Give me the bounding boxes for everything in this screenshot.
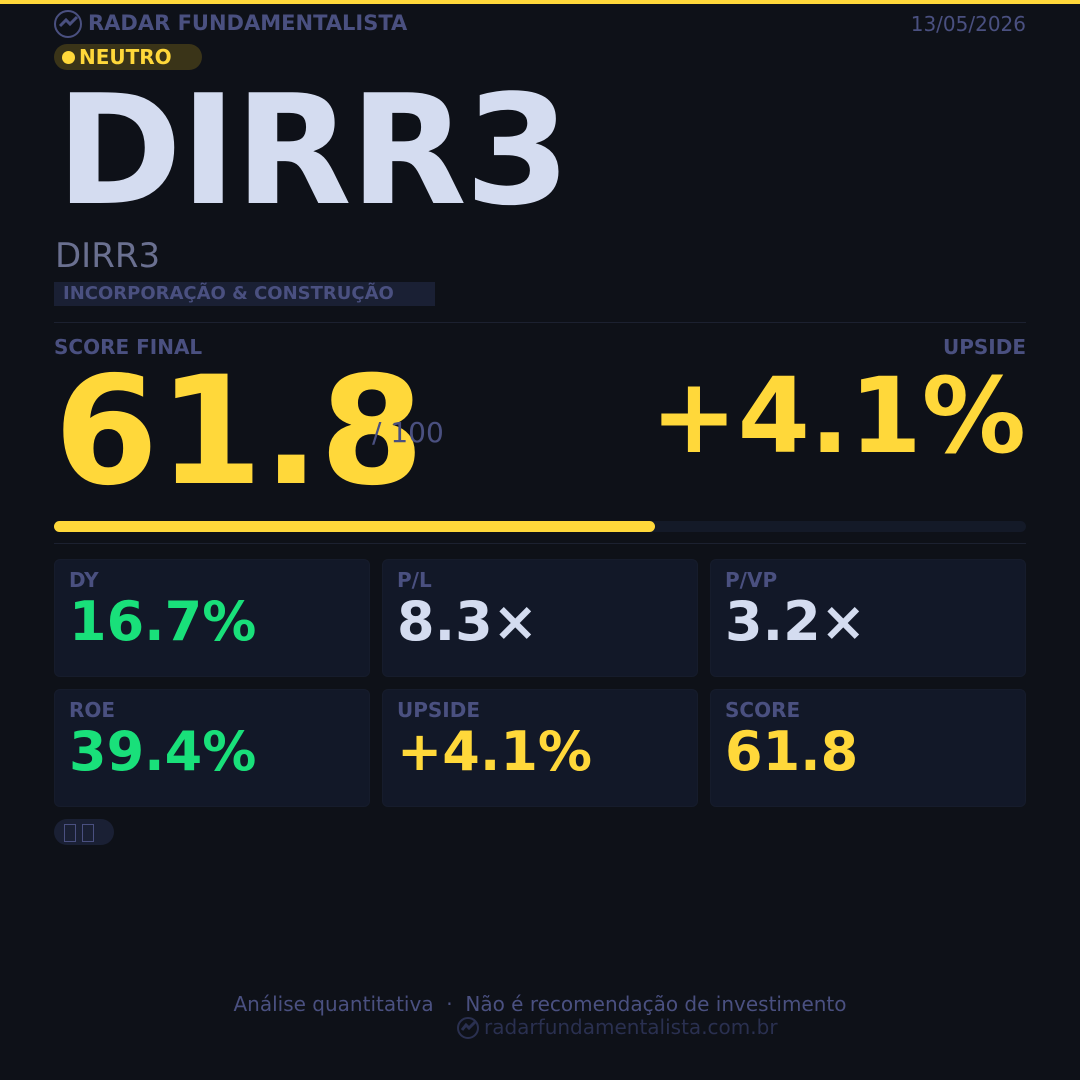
- score-bar: [54, 521, 655, 532]
- metric-label: SCORE: [725, 698, 801, 722]
- sector: INCORPORAÇÃO & CONSTRUÇÃO: [54, 282, 435, 306]
- metric-card: ROE 39.4%: [54, 689, 370, 807]
- ticker: DIRR3: [56, 62, 571, 239]
- badge-text: NEUTRO: [79, 45, 172, 69]
- score-value: 61.8: [54, 345, 425, 519]
- metric-card: SCORE 61.8: [710, 689, 1026, 807]
- top-bar: [0, 0, 1080, 4]
- site: radarfundamentalista.com.br: [484, 1015, 778, 1039]
- metric-card: P/L 8.3×: [382, 559, 698, 677]
- divider: [54, 322, 1026, 323]
- metric-label: UPSIDE: [397, 698, 481, 722]
- upside-value: +4.1%: [650, 355, 1026, 477]
- score-track: [54, 521, 1026, 532]
- divider: [54, 543, 1026, 544]
- metric-label: P/VP: [725, 568, 778, 592]
- upside-label: UPSIDE: [942, 335, 1026, 359]
- disclaimer: Análise quantitativa · Não é recomendaçã…: [233, 992, 847, 1016]
- score-max: / 100: [372, 416, 444, 449]
- badge: NEUTRO: [54, 44, 202, 70]
- date: 13/05/2026: [910, 12, 1026, 36]
- metric-label: DY: [69, 568, 99, 592]
- metric-card: P/VP 3.2×: [710, 559, 1026, 677]
- metric-value: 39.4%: [69, 720, 257, 783]
- brand: RADAR FUNDAMENTALISTA: [88, 11, 408, 35]
- metric-card: UPSIDE +4.1%: [382, 689, 698, 807]
- metric-value: 8.3×: [397, 590, 538, 653]
- metric-value: 16.7%: [69, 590, 257, 653]
- metric-value: 3.2×: [725, 590, 866, 653]
- metric-value: +4.1%: [397, 720, 593, 783]
- company: DIRR3: [55, 236, 161, 276]
- metric-value: 61.8: [725, 720, 859, 783]
- metric-card: DY 16.7%: [54, 559, 370, 677]
- footer-logo: [457, 1017, 479, 1039]
- icon-pill: [54, 819, 114, 845]
- logo: [54, 10, 82, 38]
- metric-label: P/L: [397, 568, 432, 592]
- metric-label: ROE: [69, 698, 116, 722]
- score-label: SCORE FINAL: [54, 335, 203, 359]
